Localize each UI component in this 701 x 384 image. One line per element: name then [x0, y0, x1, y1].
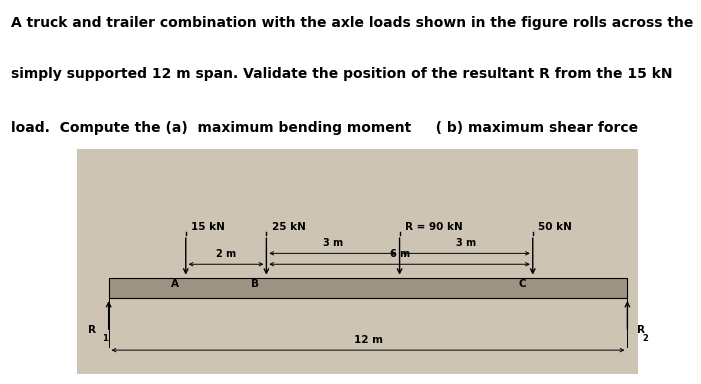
Text: 2: 2 [643, 334, 648, 343]
Text: R: R [637, 324, 644, 334]
Text: load.  Compute the (a)  maximum bending moment     ( b) maximum shear force: load. Compute the (a) maximum bending mo… [11, 121, 638, 135]
Text: R: R [88, 324, 96, 334]
Text: R = 90 kN: R = 90 kN [405, 222, 463, 232]
Text: 1: 1 [102, 334, 107, 343]
Text: 6 m: 6 m [390, 249, 409, 259]
Text: 15 kN: 15 kN [191, 222, 225, 232]
Text: 25 kN: 25 kN [272, 222, 306, 232]
Text: C: C [518, 279, 526, 289]
Text: 2 m: 2 m [216, 249, 236, 259]
Text: 50 kN: 50 kN [538, 222, 572, 232]
Text: simply supported 12 m span. Validate the position of the resultant R from the 15: simply supported 12 m span. Validate the… [11, 67, 672, 81]
Text: 3 m: 3 m [323, 238, 343, 248]
Bar [109, 278, 627, 298]
FancyBboxPatch shape [77, 149, 638, 374]
Text: A truck and trailer combination with the axle loads shown in the figure rolls ac: A truck and trailer combination with the… [11, 16, 693, 30]
Text: A: A [171, 279, 179, 289]
Text: B: B [252, 279, 259, 289]
Text: 12 m: 12 m [353, 335, 383, 345]
Text: 3 m: 3 m [456, 238, 476, 248]
